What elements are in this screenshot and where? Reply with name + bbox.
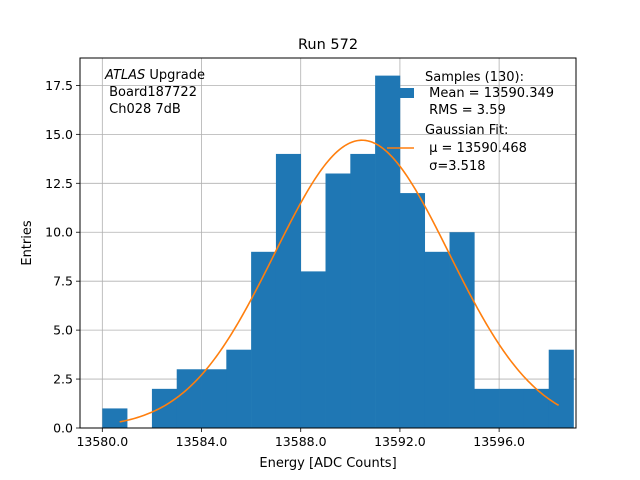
legend-fit-label: Gaussian Fit: xyxy=(425,123,508,138)
legend-hist-label: Samples (130): xyxy=(425,70,524,85)
y-tick-label: 5.0 xyxy=(53,323,73,338)
legend-fit-sigma: σ=3.518 xyxy=(425,159,485,174)
y-tick-label: 12.5 xyxy=(45,176,73,191)
chart-title: Run 572 xyxy=(298,37,358,53)
x-tick-label: 13584.0 xyxy=(176,434,228,449)
histogram-bar xyxy=(474,388,500,428)
histogram-bar xyxy=(523,388,550,428)
histogram-bar xyxy=(251,251,277,428)
histogram-bar xyxy=(151,388,178,428)
histogram-bar xyxy=(499,388,525,428)
y-tick-label: 2.5 xyxy=(53,372,73,387)
histogram-bar xyxy=(201,369,227,428)
x-tick-label: 13588.0 xyxy=(275,434,327,449)
histogram-bar xyxy=(325,173,351,428)
legend-hist-mean: Mean = 13590.349 xyxy=(425,86,554,101)
annotation-line-1: ATLAS Upgrade xyxy=(104,68,205,83)
legend: Samples (130): Mean = 13590.349 RMS = 3.… xyxy=(387,70,554,174)
histogram-bar xyxy=(449,232,475,428)
y-axis-ticks: 0.0 2.5 5.0 7.5 10.0 12.5 15.0 17.5 xyxy=(45,78,80,436)
histogram-bar xyxy=(350,153,376,429)
y-tick-label: 7.5 xyxy=(53,274,73,289)
histogram-bar xyxy=(300,271,326,428)
y-tick-label: 15.0 xyxy=(45,127,73,142)
y-axis-label: Entries xyxy=(20,220,35,266)
gaussian-fit-curve xyxy=(119,139,560,423)
histogram-bar xyxy=(102,408,128,428)
plot-frame xyxy=(79,57,577,429)
annotation-channel: Ch028 7dB xyxy=(105,102,181,117)
annotation-italic: ATLAS xyxy=(104,68,145,83)
histogram-bar xyxy=(424,251,450,428)
atlas-annotation: ATLAS Upgrade Board187722 Ch028 7dB xyxy=(104,68,205,117)
histogram-bar xyxy=(375,75,401,428)
legend-hist-swatch xyxy=(387,88,414,98)
histogram-bar xyxy=(226,349,252,428)
x-axis-label: Energy [ADC Counts] xyxy=(259,456,396,471)
legend-fit-mu: μ = 13590.468 xyxy=(425,141,527,156)
histogram-bar xyxy=(548,349,574,428)
legend-hist-rms: RMS = 3.59 xyxy=(425,103,506,118)
x-tick-label: 13580.0 xyxy=(76,434,128,449)
annotation-rest: Upgrade xyxy=(145,68,205,83)
histogram-bar xyxy=(399,193,426,428)
x-axis-ticks: 13580.0 13584.0 13588.0 13592.0 13596.0 xyxy=(76,428,525,449)
y-tick-label: 17.5 xyxy=(45,78,73,93)
x-tick-label: 13592.0 xyxy=(374,434,426,449)
histogram-bar xyxy=(275,153,302,429)
y-tick-label: 0.0 xyxy=(53,421,73,436)
gaussian-fit-line xyxy=(119,139,560,423)
y-tick-label: 10.0 xyxy=(45,225,73,240)
x-tick-label: 13596.0 xyxy=(473,434,525,449)
annotation-board: Board187722 xyxy=(105,85,197,100)
